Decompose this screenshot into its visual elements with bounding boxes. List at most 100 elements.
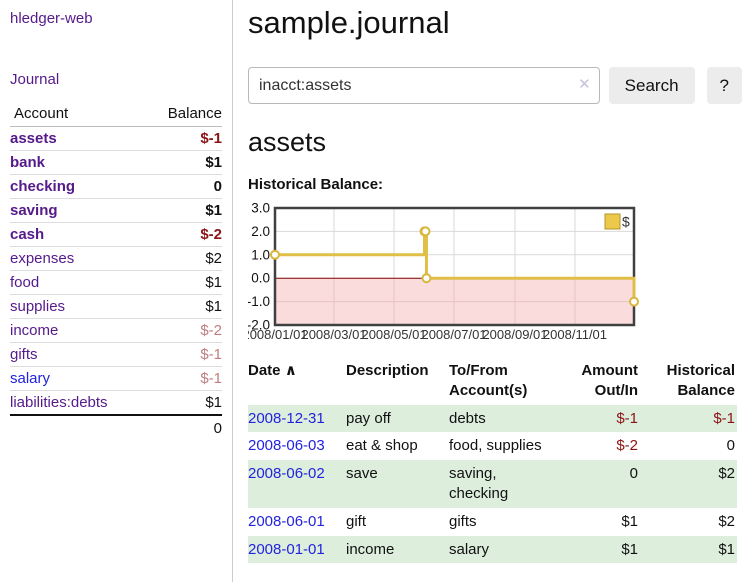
account-balance: $1: [142, 150, 222, 175]
register-amount-cell: $1: [621, 540, 638, 558]
table-row: 2008-12-31 pay off debts $-1 $-1: [248, 404, 737, 433]
y-axis-tick-label: 2.0: [251, 224, 270, 239]
register-description-cell: gift: [346, 512, 367, 530]
sidebar-account-link[interactable]: saving: [10, 202, 58, 219]
y-axis-tick-label: 0.0: [251, 271, 270, 286]
table-row: 2008-06-03 eat & shop food, supplies $-2 0: [248, 432, 737, 460]
sidebar-account-link[interactable]: cash: [10, 226, 45, 243]
account-row: saving $1: [10, 198, 222, 223]
register-description-cell: eat & shop: [346, 437, 418, 455]
account-balance: $1: [142, 390, 222, 415]
main-content: sample.journal ✕ Search ? assets Histori…: [248, 0, 742, 564]
register-accounts-cell: debts: [449, 409, 486, 427]
account-row: supplies $1: [10, 294, 222, 319]
sidebar-account-link[interactable]: assets: [10, 130, 57, 147]
register-header-date[interactable]: Date ∧: [248, 362, 297, 379]
account-balance: $-2: [142, 318, 222, 343]
register-date-link[interactable]: 2008-12-31: [248, 409, 325, 427]
sidebar: hledger-web Journal Account Balance asse…: [0, 0, 233, 582]
app-title-link[interactable]: hledger-web: [10, 10, 93, 27]
register-description-cell: pay off: [346, 409, 391, 427]
register-date-link[interactable]: 2008-01-01: [248, 540, 325, 558]
legend-label: $: [622, 214, 630, 230]
y-axis-tick-label: -1.0: [248, 294, 270, 309]
register-accounts-cell: saving, checking: [449, 465, 509, 502]
register-header-description: Description: [346, 362, 429, 379]
register-header-balance: Historical Balance: [666, 362, 735, 399]
account-balance: $-1: [142, 366, 222, 391]
register-date-cell: 2008-01-01: [248, 536, 346, 564]
account-balance: $1: [142, 198, 222, 223]
account-row: bank $1: [10, 150, 222, 175]
x-axis-tick-label: 2008/03/01: [301, 327, 366, 342]
x-axis-tick-label: 2008/09/01: [482, 327, 547, 342]
register-accounts-cell: food, supplies: [449, 437, 542, 455]
x-axis-tick-label: 2008/11/01: [543, 327, 607, 342]
x-axis-tick-label: 2008/01/01: [248, 327, 308, 342]
account-balance: 0: [142, 174, 222, 199]
sidebar-account-link[interactable]: expenses: [10, 250, 75, 267]
account-balance: $-1: [200, 130, 222, 147]
sidebar-account-link[interactable]: bank: [10, 154, 46, 171]
account-row: income $-2: [10, 318, 222, 343]
register-header-row: Date ∧ Description To/From Account(s) Am…: [248, 359, 737, 405]
historical-balance-chart[interactable]: $3.0 2.0 1.0 0.0 -1.0 -2.02008/01/012008/03/0…: [248, 202, 737, 344]
accounts-table: Account Balance assets $-1 bank $1 checking 0…: [10, 101, 222, 440]
sidebar-account-link[interactable]: income: [10, 322, 59, 339]
account-balance: $-1: [142, 342, 222, 367]
register-description-cell: save: [346, 465, 378, 483]
search-box: ✕: [248, 67, 600, 104]
account-balance: $1: [142, 294, 222, 319]
account-row: gifts $-1: [10, 342, 222, 367]
account-row: checking 0: [10, 174, 222, 199]
register-date-cell: 2008-06-03: [248, 432, 346, 460]
account-row: food $1: [10, 270, 222, 295]
account-row: salary $-1: [10, 366, 222, 391]
y-axis-tick-label: -2.0: [248, 318, 270, 333]
sidebar-account-link[interactable]: food: [10, 274, 40, 291]
register-date-cell: 2008-06-02: [248, 460, 346, 508]
sidebar-item-journal[interactable]: Journal: [10, 71, 60, 88]
search-bar: ✕ Search ?: [248, 67, 742, 104]
account-row: expenses $2: [10, 246, 222, 271]
accounts-header-account: Account: [10, 101, 143, 127]
data-point-marker: [420, 226, 431, 237]
page-title: sample.journal: [248, 5, 450, 40]
search-input[interactable]: [248, 67, 600, 104]
legend-swatch: [604, 213, 621, 230]
table-row: 2008-01-01 income salary $1 $1: [248, 535, 737, 564]
register-accounts-cell: salary: [449, 540, 490, 558]
account-balance: $1: [142, 270, 222, 295]
account-row: liabilities:debts $1: [10, 390, 222, 415]
data-point-marker: [421, 273, 432, 284]
account-balance: $-2: [142, 222, 222, 247]
register-description-cell: income: [346, 540, 395, 558]
register-date-link[interactable]: 2008-06-01: [248, 512, 325, 530]
table-row: 2008-06-01 gift gifts $1 $2: [248, 508, 737, 536]
account-row: cash $-2: [10, 222, 222, 247]
sidebar-account-link[interactable]: checking: [10, 178, 76, 195]
sidebar-account-link[interactable]: salary: [10, 370, 51, 387]
y-axis-tick-label: 1.0: [251, 247, 270, 262]
register-amount-cell: $1: [621, 512, 638, 530]
x-axis-tick-label: 2008/05/01: [361, 327, 426, 342]
data-point-marker: [270, 249, 280, 260]
account-balance: $2: [142, 246, 222, 271]
account-heading: assets: [248, 127, 327, 157]
register-balance-cell: $-1: [713, 409, 735, 427]
register-balance-cell: 0: [726, 437, 735, 455]
register-table-body: 2008-12-31 pay off debts $-1 $-1 2008-06-03 ea…: [248, 404, 737, 564]
register-date-link[interactable]: 2008-06-03: [248, 437, 325, 455]
help-button[interactable]: ?: [706, 67, 742, 104]
register-header-accounts: To/From Account(s): [449, 362, 528, 399]
y-axis-tick-label: 3.0: [251, 202, 270, 216]
table-row: 2008-06-02 save saving, checking 0 $2: [248, 460, 737, 508]
sidebar-account-link[interactable]: supplies: [10, 298, 66, 315]
search-button[interactable]: Search: [608, 67, 695, 104]
register-accounts-cell: gifts: [449, 512, 477, 530]
sidebar-account-link[interactable]: liabilities:debts: [10, 394, 108, 411]
register-amount-cell: $-2: [616, 437, 638, 455]
clear-search-icon[interactable]: ✕: [578, 76, 591, 93]
register-date-link[interactable]: 2008-06-02: [248, 465, 325, 483]
sidebar-account-link[interactable]: gifts: [10, 346, 38, 363]
